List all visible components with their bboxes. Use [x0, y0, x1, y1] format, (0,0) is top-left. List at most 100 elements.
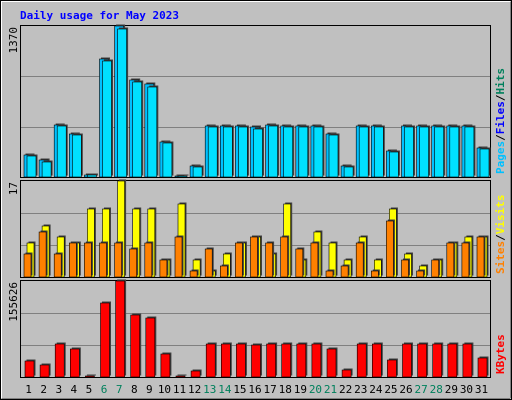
sites-bar-day-19: [295, 248, 304, 278]
sites-bar-day-29: [446, 242, 455, 278]
kbytes-bar-day-31: [477, 357, 488, 378]
files-bar-day-20: [313, 126, 324, 178]
sites-bar-day-31: [476, 236, 485, 278]
sites-bar-day-28: [431, 259, 440, 278]
files-bar-day-25: [389, 151, 399, 178]
sites-bar-day-27: [416, 270, 424, 278]
x-label-day-28: 28: [430, 383, 443, 396]
kbytes-bar-day-8: [130, 314, 140, 378]
kbytes-bar-day-25: [387, 359, 397, 378]
kbytes-bar-day-23: [356, 343, 367, 378]
kbytes-bar-day-29: [447, 343, 458, 378]
x-label-day-23: 23: [354, 383, 367, 396]
x-label-day-21: 21: [324, 383, 337, 396]
x-label-day-30: 30: [460, 383, 473, 396]
sites-bar-day-21: [325, 270, 334, 278]
files-bar-day-18: [283, 126, 294, 178]
x-label-day-5: 5: [86, 383, 93, 396]
x-label-day-16: 16: [248, 383, 261, 396]
x-label-day-9: 9: [146, 383, 153, 396]
bars: [23, 24, 491, 378]
kbytes-bar-day-16: [251, 344, 261, 378]
sites-bar-day-9: [144, 242, 153, 278]
x-label-day-31: 31: [475, 383, 488, 396]
legend-separator: /: [494, 234, 507, 241]
files-bar-day-16: [253, 128, 263, 178]
sites-bar-day-26: [401, 259, 409, 278]
files-bar-day-19: [298, 126, 309, 178]
kbytes-bar-day-28: [432, 343, 443, 378]
kbytes-bar-day-26: [402, 343, 412, 378]
x-label-day-18: 18: [279, 383, 292, 396]
kbytes-bar-day-22: [341, 369, 352, 378]
files-bar-day-9: [147, 86, 158, 178]
kbytes-bar-day-27: [417, 343, 427, 378]
files-bar-day-6: [102, 60, 112, 178]
files-bar-day-31: [479, 148, 490, 178]
x-label-day-12: 12: [188, 383, 201, 396]
legend-separator: /: [494, 94, 507, 101]
kbytes-bar-day-17: [266, 343, 276, 378]
files-bar-day-26: [404, 126, 414, 178]
chart-title: Daily usage for May 2023: [20, 9, 179, 22]
kbytes-bar-day-14: [221, 343, 231, 378]
kbytes-bar-day-13: [205, 343, 216, 378]
files-bar-day-13: [207, 126, 218, 178]
x-label-day-27: 27: [415, 383, 428, 396]
files-bar-day-5-shadow: [88, 173, 98, 176]
files-bar-day-15: [238, 126, 248, 178]
files-bar-day-30: [464, 126, 475, 178]
kbytes-bar-day-1: [24, 360, 35, 378]
files-bar-day-23: [358, 126, 369, 178]
x-label-day-3: 3: [55, 383, 62, 396]
files-bar-day-11-shadow: [179, 174, 189, 176]
kbytes-bar-day-5: [85, 375, 95, 378]
files-bar-day-27: [419, 126, 429, 178]
files-bar-day-2: [41, 161, 52, 178]
sites-bar-day-2: [38, 231, 47, 278]
kbytes-bar-day-20: [311, 343, 322, 378]
x-label-day-22: 22: [339, 383, 352, 396]
sites-bar-day-4: [69, 242, 77, 278]
x-label-day-8: 8: [131, 383, 138, 396]
x-label-day-10: 10: [158, 383, 171, 396]
files-bar-day-4: [72, 134, 82, 178]
x-label-day-20: 20: [309, 383, 322, 396]
files-bar-day-7: [117, 28, 127, 178]
kbytes-bar-day-30: [462, 343, 473, 378]
y-max-label-kbytes: 155626: [7, 282, 20, 322]
kbytes-bar-day-18: [281, 343, 292, 378]
sites-bar-day-10: [159, 259, 168, 278]
x-label-day-25: 25: [384, 383, 397, 396]
kbytes-bar-day-12: [190, 370, 201, 378]
legend-visits: Visits: [494, 195, 507, 235]
legend-sites-visits: Sites/Visits: [494, 195, 507, 275]
sites-bar-day-11: [174, 236, 183, 278]
legend-separator: /: [494, 134, 507, 141]
kbytes-bar-day-10: [160, 353, 171, 378]
x-label-day-15: 15: [233, 383, 246, 396]
y-max-label-hits: 1370: [7, 27, 20, 54]
kbytes-bar-day-11: [175, 375, 186, 378]
y-max-label-visits: 17: [7, 182, 20, 195]
x-label-day-4: 4: [71, 383, 78, 396]
sites-bar-day-3: [53, 253, 62, 278]
sites-bar-day-30: [461, 242, 470, 278]
x-label-day-17: 17: [264, 383, 277, 396]
sites-bar-day-1: [23, 253, 32, 278]
files-bar-day-21: [328, 134, 339, 178]
files-bar-day-22: [343, 166, 354, 178]
x-label-day-2: 2: [40, 383, 47, 396]
files-bar-day-1: [26, 155, 37, 178]
x-label-day-7: 7: [116, 383, 123, 396]
sites-bar-day-8: [129, 248, 137, 278]
x-label-day-11: 11: [173, 383, 186, 396]
sites-bar-day-17: [265, 242, 273, 278]
sites-bar-day-20: [310, 242, 319, 278]
legend-kbytes: KBytes: [494, 334, 507, 374]
sites-bar-day-25: [386, 220, 394, 278]
x-label-day-24: 24: [369, 383, 383, 396]
kbytes-bar-day-4: [70, 348, 80, 378]
kbytes-bar-day-5-shadow: [86, 374, 96, 376]
